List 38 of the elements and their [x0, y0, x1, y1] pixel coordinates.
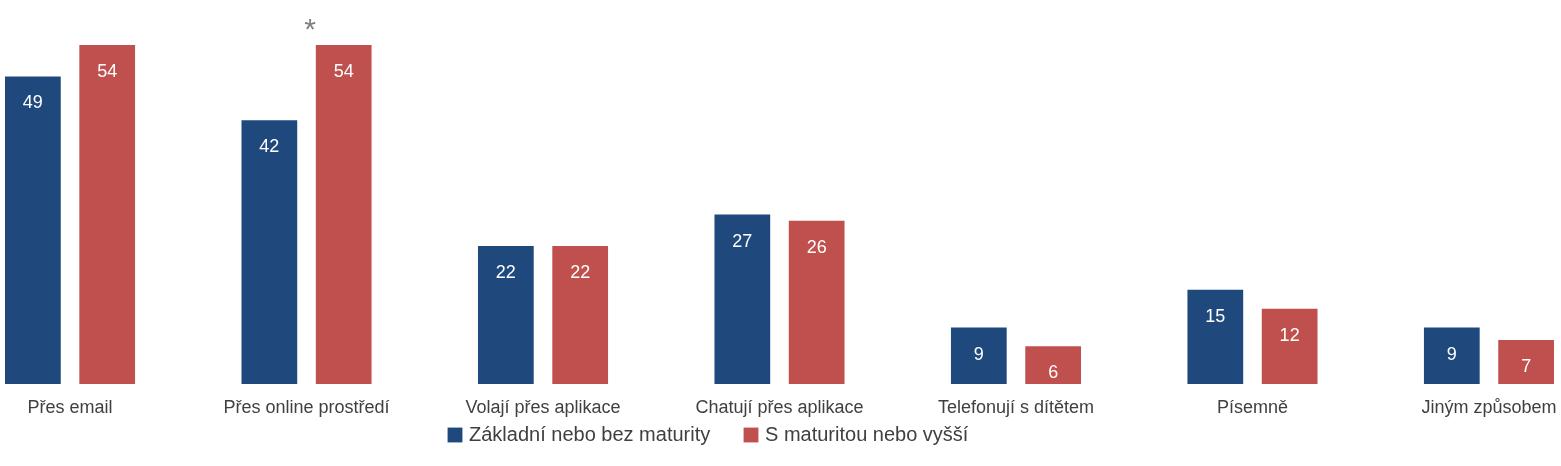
data-label: 42 [259, 136, 280, 157]
text: * [304, 12, 317, 45]
data-label: 9 [1446, 343, 1457, 364]
data-label: 54 [333, 61, 354, 81]
x-tick-label: Písemně [1216, 396, 1288, 417]
legend-label: Základní nebo bez maturity [469, 423, 711, 445]
bar [5, 76, 61, 384]
bar [1187, 289, 1244, 384]
data-label: 27 [732, 230, 753, 251]
bar [1498, 340, 1554, 384]
x-tick-label: Chatují přes aplikace [695, 396, 864, 417]
x-tick-label: Přes online prostředí [223, 396, 390, 417]
data-label: 26 [806, 236, 827, 257]
bar [1261, 308, 1318, 384]
bar [552, 245, 609, 384]
data-label: 15 [1205, 305, 1226, 326]
data-label: 7 [1521, 356, 1532, 377]
bar [788, 220, 845, 384]
legend-label: S maturitou nebo vyšší [765, 423, 969, 445]
x-tick-label: Jiným způsobem [1421, 396, 1557, 417]
bar [79, 45, 136, 384]
bar [477, 245, 534, 384]
bar [1423, 327, 1480, 384]
data-label: 12 [1279, 324, 1300, 345]
data-label: 49 [22, 92, 43, 113]
bar [241, 120, 298, 384]
bar [315, 45, 372, 384]
data-label: 22 [570, 261, 591, 282]
data-label: 22 [495, 261, 516, 282]
x-tick-label: Telefonují s dítětem [937, 396, 1095, 417]
data-label: 6 [1048, 362, 1059, 383]
bar [1025, 346, 1082, 384]
data-label: 9 [973, 343, 984, 364]
bar [714, 214, 771, 384]
data-label: 54 [97, 61, 118, 81]
bar [950, 327, 1007, 384]
x-tick-label: Přes email [27, 396, 113, 417]
x-tick-label: Volají přes aplikace [465, 396, 621, 417]
